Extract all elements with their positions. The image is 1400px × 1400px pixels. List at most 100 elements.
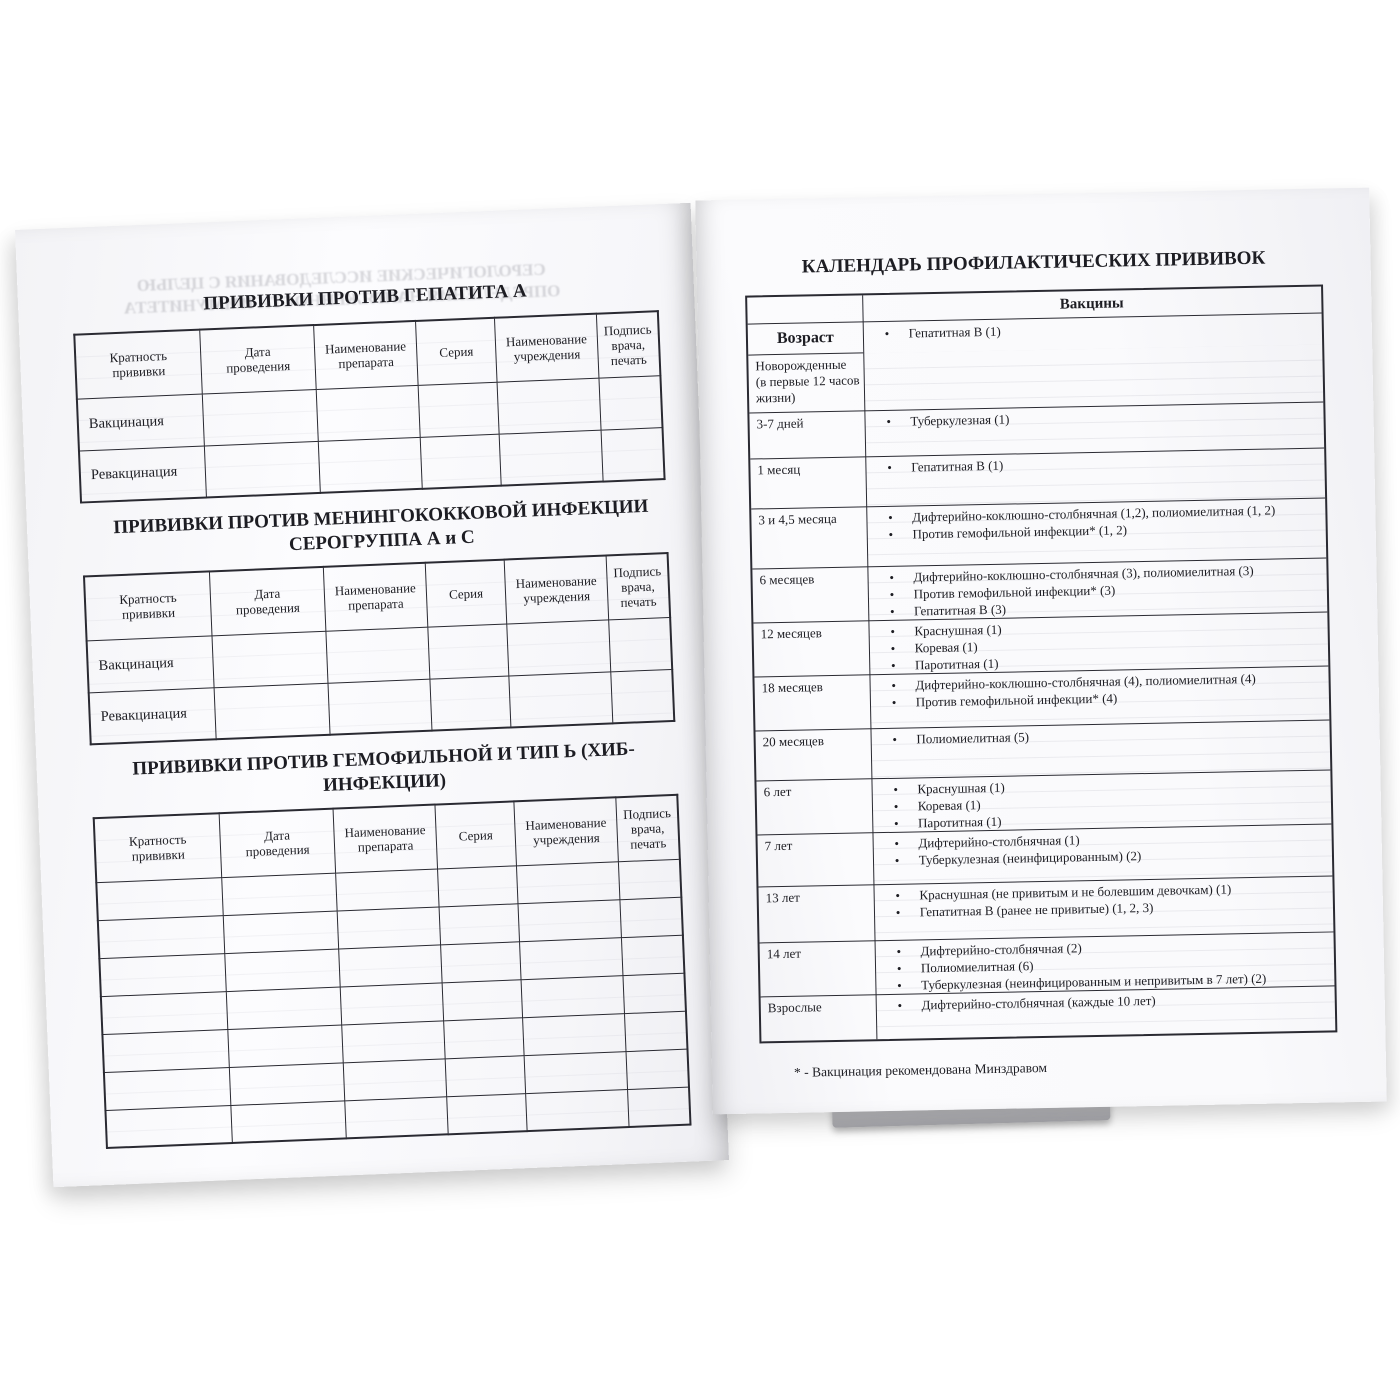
empty-cell <box>506 619 611 676</box>
left-page: СЕРОЛОГИЧЕСКИЕ ИССЛЕДОВАНИЯ С ЦЕЛЬЮ ОПРЕ… <box>15 202 729 1188</box>
empty-cell <box>437 865 518 907</box>
vaccine-cell: Краснушная (не привитым и не болевшим де… <box>873 876 1334 941</box>
empty-cell <box>202 388 319 446</box>
vaccine-cell: Дифтерийно-коклюшно-столбнячная (3), пол… <box>867 558 1328 621</box>
age-cell: 3-7 дней <box>756 415 804 432</box>
empty-cell <box>226 986 342 1030</box>
empty-cell <box>204 440 321 498</box>
calendar-table: Вакцины Возраст Новорожденные (в первые … <box>745 284 1338 1044</box>
age-cell: 7 лет <box>764 837 793 854</box>
empty-cell <box>627 1086 691 1128</box>
column-header: Наименование препарата <box>323 562 428 631</box>
vaccine-cell: Туберкулезная (1) <box>864 402 1325 457</box>
empty-cell <box>508 671 613 728</box>
empty-cell <box>97 915 225 959</box>
age-cell: 6 лет <box>763 783 792 800</box>
empty-cell <box>623 972 686 1014</box>
empty-cell <box>496 377 602 434</box>
meningococcal-table: Кратность прививки Дата проведения Наиме… <box>82 551 676 746</box>
column-header: Дата проведения <box>209 566 326 636</box>
empty-cell <box>338 944 443 987</box>
vaccine-cell: Гепатитная В (1) <box>865 448 1326 507</box>
empty-cell <box>601 427 665 482</box>
vaccine-cell: Краснушная (1) Коревая (1) Паротитная (1… <box>868 612 1329 675</box>
empty-cell <box>439 903 520 945</box>
footnote: * - Вакцинация рекомендована Минздравом <box>793 1059 1048 1080</box>
empty-cell <box>430 675 511 731</box>
column-header: Наименование учреждения <box>513 797 619 866</box>
age-cell: 20 месяцев <box>762 733 825 750</box>
empty-cell <box>335 868 440 911</box>
empty-cell <box>499 429 604 486</box>
column-header: Подпись врача, печать <box>615 794 680 862</box>
empty-cell <box>105 1104 233 1149</box>
calendar-title: КАЛЕНДАРЬ ПРОФИЛАКТИЧЕСКИХ ПРИВИВОК <box>801 247 1266 278</box>
empty-cell <box>420 433 502 489</box>
column-header: Подпись врача, печать <box>596 311 661 378</box>
age-cell: 13 лет <box>765 889 801 906</box>
column-header: Наименование препарата <box>313 320 419 389</box>
empty-cell <box>316 384 421 441</box>
empty-cell <box>229 1062 345 1105</box>
hib-table: Кратность прививки Дата проведения Наиме… <box>92 793 692 1150</box>
vaccine-cell: Дифтерийно-коклюшно-столбнячная (1,2), п… <box>866 498 1327 567</box>
empty-cell <box>318 436 423 493</box>
column-header: Наименование препарата <box>332 804 438 873</box>
empty-cell <box>525 1089 630 1132</box>
vaccine-list: Краснушная (1) Коревая (1) Паротитная (1… <box>871 773 1325 833</box>
empty-cell <box>610 668 675 724</box>
empty-cell <box>341 1020 446 1063</box>
empty-cell <box>524 1051 628 1094</box>
row-label: Ревакцинация <box>78 445 207 503</box>
hib-title: ПРИВИВКИ ПРОТИВ ГЕМОФИЛЬНОЙ И ТИП Ь (ХИБ… <box>132 738 636 797</box>
empty-cell <box>427 623 509 679</box>
age-cell: Взрослые <box>767 999 822 1016</box>
hepatitis-a-table: Кратность прививки Дата проведения Наиме… <box>73 310 666 504</box>
empty-cell <box>344 1096 449 1139</box>
vaccine-list: Дифтерийно-коклюшно-столбнячная (1,2), п… <box>866 501 1320 544</box>
row-label: Вакцинация <box>76 393 205 451</box>
age-cell: 1 месяц <box>757 461 801 478</box>
empty-cell <box>624 1010 688 1052</box>
empty-cell <box>340 982 444 1025</box>
empty-cell <box>99 953 227 997</box>
vaccine-cell: Дифтерийно-столбнячная (1) Туберкулезная… <box>872 824 1333 885</box>
empty-cell <box>626 1048 689 1090</box>
empty-cell <box>621 934 685 976</box>
empty-cell <box>221 872 338 916</box>
vaccine-cell: Дифтерийно-столбнячная (каждые 10 лет) <box>875 986 1336 1040</box>
column-header: Наименование учреждения <box>494 313 600 382</box>
empty-cell <box>214 682 330 740</box>
vaccine-cell: Дифтерийно-столбнячная (2) Полиомиелитна… <box>874 932 1335 995</box>
empty-cell <box>446 1093 528 1135</box>
vaccine-cell: Гепатитная В (1) <box>863 324 1324 411</box>
right-page: КАЛЕНДАРЬ ПРОФИЛАКТИЧЕСКИХ ПРИВИВОК Вакц… <box>695 187 1387 1115</box>
age-cell: 12 месяцев <box>760 625 822 642</box>
empty-cell <box>517 899 622 942</box>
empty-cell <box>327 678 433 735</box>
row-label: Вакцинация <box>86 635 215 693</box>
empty-cell <box>100 991 228 1035</box>
vaccine-cell: Краснушная (1) Коревая (1) Паротитная (1… <box>871 770 1332 833</box>
vaccine-cell: Дифтерийно-коклюшно-столбнячная (4), пол… <box>869 666 1330 729</box>
vaccine-list: Дифтерийно-столбнячная (1) Туберкулезная… <box>872 827 1326 870</box>
vaccine-list: Краснушная (не привитым и не болевшим де… <box>873 879 1327 922</box>
column-header: Дата проведения <box>199 325 317 394</box>
column-header: Кратность прививки <box>84 571 213 641</box>
empty-cell <box>445 1055 526 1097</box>
row-label: Ревакцинация <box>88 687 217 745</box>
column-header: Серия <box>415 317 497 385</box>
empty-cell <box>343 1058 447 1101</box>
column-header: Кратность прививки <box>74 329 203 399</box>
calendar-row: 3 и 4,5 месяца Дифтерийно-коклюшно-столб… <box>751 498 1327 570</box>
empty-cell <box>418 381 500 437</box>
vaccine-list: Дифтерийно-коклюшно-столбнячная (4), пол… <box>869 669 1323 712</box>
empty-cell <box>325 626 431 683</box>
column-header: Серия <box>425 559 507 627</box>
empty-cell <box>516 861 621 904</box>
empty-cell <box>618 858 682 900</box>
empty-cell <box>440 941 521 983</box>
empty-cell <box>520 975 625 1018</box>
column-header: Подпись врача, печать <box>606 553 671 620</box>
